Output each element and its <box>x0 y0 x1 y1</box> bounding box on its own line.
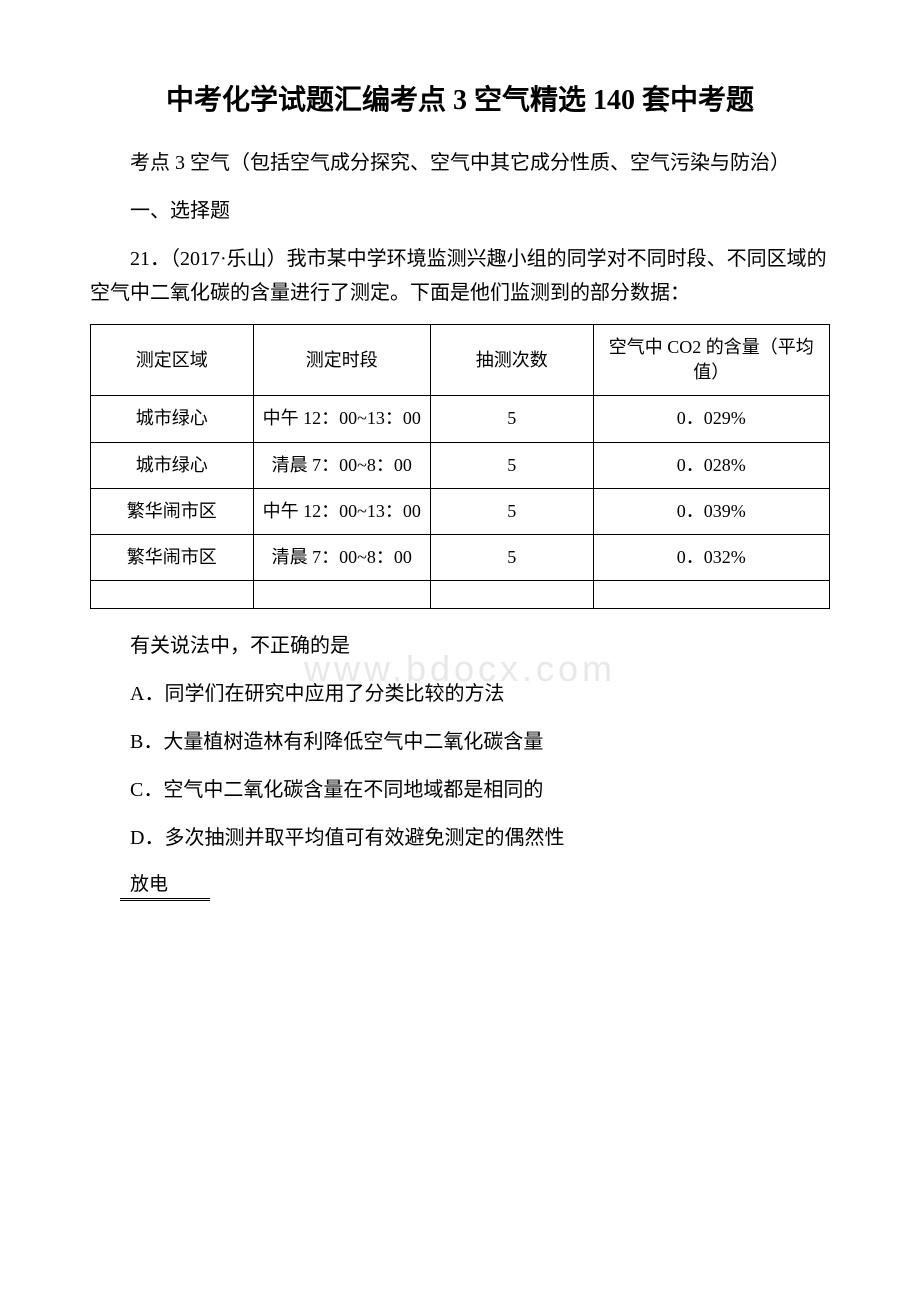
table-cell: 城市绿心 <box>91 442 254 488</box>
table-row: 繁华闹市区 清晨 7：00~8：00 5 0．032% <box>91 534 830 580</box>
document-title: 中考化学试题汇编考点 3 空气精选 140 套中考题 <box>90 80 830 122</box>
option-d: D．多次抽测并取平均值可有效避免测定的偶然性 <box>90 821 830 855</box>
option-c: C．空气中二氧化碳含量在不同地域都是相同的 <box>90 773 830 807</box>
section-heading: 一、选择题 <box>90 194 830 228</box>
table-header-cell: 测定时段 <box>253 325 430 396</box>
table-cell: 中午 12：00~13：00 <box>253 488 430 534</box>
footer-double-line <box>120 898 210 901</box>
table-row: 城市绿心 中午 12：00~13：00 5 0．029% <box>91 396 830 442</box>
table-empty-row <box>91 581 830 609</box>
table-row: 城市绿心 清晨 7：00~8：00 5 0．028% <box>91 442 830 488</box>
table-cell: 5 <box>430 442 593 488</box>
table-cell: 0．028% <box>593 442 829 488</box>
table-cell: 0．029% <box>593 396 829 442</box>
table-cell: 清晨 7：00~8：00 <box>253 442 430 488</box>
table-cell: 清晨 7：00~8：00 <box>253 534 430 580</box>
table-empty-cell <box>253 581 430 609</box>
table-empty-cell <box>593 581 829 609</box>
table-header-cell: 抽测次数 <box>430 325 593 396</box>
option-b: B．大量植树造林有利降低空气中二氧化碳含量 <box>90 725 830 759</box>
table-header-cell: 空气中 CO2 的含量（平均值） <box>593 325 829 396</box>
table-cell: 繁华闹市区 <box>91 488 254 534</box>
intro-paragraph: 考点 3 空气（包括空气成分探究、空气中其它成分性质、空气污染与防治） <box>90 146 830 180</box>
table-empty-cell <box>430 581 593 609</box>
table-header-cell: 测定区域 <box>91 325 254 396</box>
table-cell: 5 <box>430 488 593 534</box>
table-row: 繁华闹市区 中午 12：00~13：00 5 0．039% <box>91 488 830 534</box>
table-header-row: 测定区域 测定时段 抽测次数 空气中 CO2 的含量（平均值） <box>91 325 830 396</box>
table-cell: 0．032% <box>593 534 829 580</box>
table-cell: 城市绿心 <box>91 396 254 442</box>
question-text: 21．（2017·乐山）我市某中学环境监测兴趣小组的同学对不同时段、不同区域的空… <box>90 242 830 310</box>
table-cell: 5 <box>430 396 593 442</box>
option-a: A．同学们在研究中应用了分类比较的方法 <box>90 677 830 711</box>
table-empty-cell <box>91 581 254 609</box>
data-table: 测定区域 测定时段 抽测次数 空气中 CO2 的含量（平均值） 城市绿心 中午 … <box>90 324 830 609</box>
document-content: 中考化学试题汇编考点 3 空气精选 140 套中考题 考点 3 空气（包括空气成… <box>90 80 830 901</box>
footer-label: 放电 <box>130 869 830 896</box>
table-cell: 繁华闹市区 <box>91 534 254 580</box>
question-stem: 有关说法中，不正确的是 <box>90 629 830 663</box>
table-cell: 5 <box>430 534 593 580</box>
table-cell: 中午 12：00~13：00 <box>253 396 430 442</box>
table-cell: 0．039% <box>593 488 829 534</box>
